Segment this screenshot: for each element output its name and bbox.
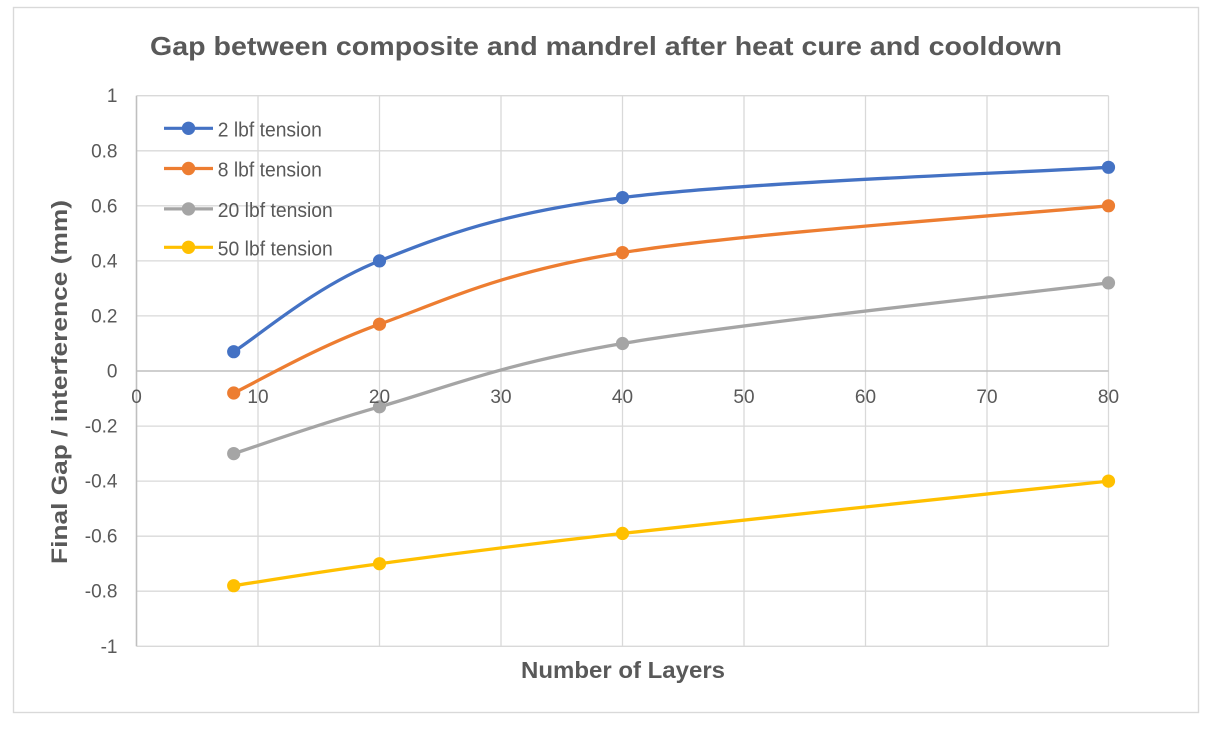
svg-text:0.4: 0.4 xyxy=(91,251,118,272)
svg-text:50: 50 xyxy=(733,387,754,408)
svg-text:0.8: 0.8 xyxy=(91,141,117,162)
svg-text:-0.8: -0.8 xyxy=(85,582,118,603)
svg-text:20: 20 xyxy=(369,387,390,408)
svg-text:-0.2: -0.2 xyxy=(85,417,118,438)
svg-text:30: 30 xyxy=(490,387,511,408)
svg-text:1: 1 xyxy=(107,86,118,107)
svg-text:0: 0 xyxy=(131,387,142,408)
svg-text:80: 80 xyxy=(1098,387,1119,408)
svg-text:-0.4: -0.4 xyxy=(85,472,118,493)
svg-text:0.2: 0.2 xyxy=(91,306,117,327)
svg-text:Number of Layers: Number of Layers xyxy=(521,657,725,683)
svg-text:2 lbf tension: 2 lbf tension xyxy=(218,119,322,141)
svg-text:70: 70 xyxy=(976,387,997,408)
svg-text:40: 40 xyxy=(612,387,633,408)
svg-text:-1: -1 xyxy=(101,637,118,658)
svg-text:Gap between composite and mand: Gap between composite and mandrel after … xyxy=(150,31,1062,61)
svg-text:-0.6: -0.6 xyxy=(85,527,118,548)
svg-text:0.6: 0.6 xyxy=(91,196,117,217)
svg-text:0: 0 xyxy=(107,362,118,383)
svg-text:60: 60 xyxy=(855,387,876,408)
svg-text:50 lbf tension: 50 lbf tension xyxy=(218,238,333,260)
svg-text:8 lbf tension: 8 lbf tension xyxy=(218,160,322,182)
svg-text:20 lbf tension: 20 lbf tension xyxy=(218,200,333,222)
svg-text:Final Gap / interference (mm): Final Gap / interference (mm) xyxy=(47,200,72,564)
svg-text:10: 10 xyxy=(247,387,268,408)
